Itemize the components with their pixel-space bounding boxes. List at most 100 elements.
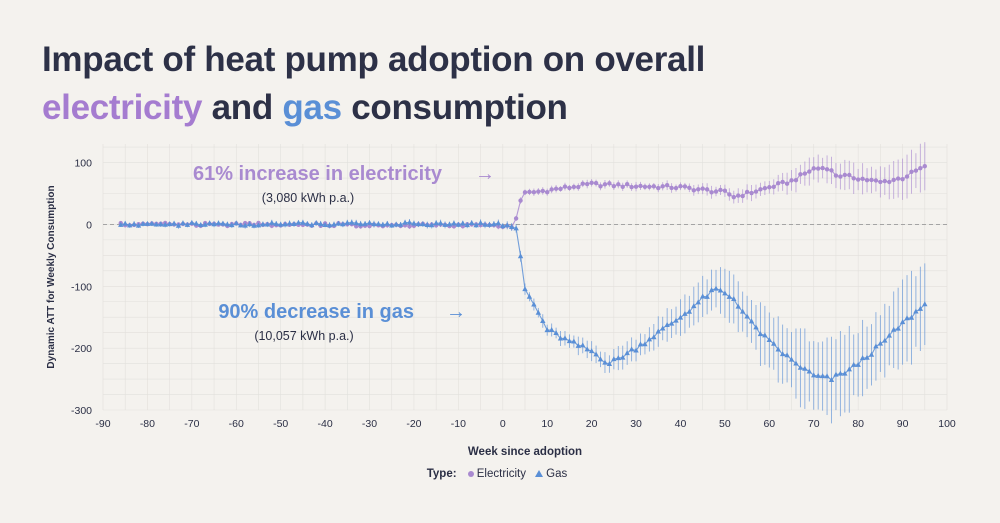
gas-point: [806, 368, 812, 374]
gas-point: [682, 310, 688, 316]
electricity-point: [669, 185, 674, 191]
gas-point: [655, 328, 661, 334]
gas-point: [180, 220, 186, 226]
electricity-point: [562, 184, 568, 189]
gas-point: [402, 219, 408, 225]
annotation-electricity-sub: (3,080 kWh p.a.): [262, 191, 354, 205]
title-word-electricity: electricity: [42, 88, 203, 127]
electricity-point: [833, 173, 839, 178]
x-tick-label: -30: [362, 418, 377, 430]
gas-point: [166, 221, 173, 227]
electricity-point: [589, 180, 594, 186]
gas-point: [531, 301, 537, 307]
electricity-point: [815, 166, 821, 171]
gas-point: [793, 360, 799, 366]
gas-point: [753, 324, 759, 330]
gas-point: [215, 220, 222, 226]
gas-point: [704, 293, 710, 299]
gas-point: [233, 220, 239, 226]
x-tick-label: -50: [273, 418, 288, 430]
annotation-electricity-headline: 61% increase in electricity: [193, 163, 443, 185]
gas-point: [135, 222, 142, 228]
gas-point: [224, 221, 231, 227]
x-tick-label: 50: [719, 418, 731, 430]
gas-point: [415, 221, 422, 227]
electricity-point: [851, 176, 856, 181]
electricity-point: [802, 171, 808, 176]
electricity-point: [518, 198, 523, 203]
electricity-point: [873, 178, 879, 183]
gas-point: [282, 221, 288, 227]
gas-point: [695, 299, 701, 305]
gas-point: [699, 293, 706, 299]
gas-point: [779, 351, 786, 357]
gas-point: [886, 332, 892, 338]
electricity-point: [727, 192, 732, 197]
gas-point: [535, 309, 542, 315]
y-axis-title: Dynamic ATT for Weekly Consumption: [46, 185, 57, 368]
gas-point: [708, 287, 715, 293]
x-tick-label: 0: [500, 418, 506, 430]
gas-point: [846, 366, 852, 372]
gas-point: [722, 290, 728, 296]
gas-point: [277, 221, 284, 227]
electricity-point: [593, 180, 599, 186]
gas-point: [566, 338, 573, 344]
electricity-point: [656, 185, 661, 191]
electricity-point: [740, 193, 745, 199]
title-line-2: electricity and gas consumption: [42, 84, 705, 132]
gas-point: [913, 308, 919, 314]
electricity-point: [811, 166, 816, 171]
electricity-point: [651, 184, 657, 189]
gas-point: [335, 220, 342, 226]
electricity-point: [624, 181, 630, 187]
gas-point: [833, 371, 839, 377]
gas-point: [371, 221, 377, 227]
electricity-point: [736, 193, 741, 198]
gas-point: [739, 308, 746, 314]
x-tick-label: 100: [938, 418, 956, 430]
electricity-point: [616, 182, 621, 187]
gas-point: [864, 354, 870, 360]
electricity-point: [673, 185, 679, 191]
electricity-point: [798, 172, 803, 177]
gas-point: [513, 225, 519, 231]
electricity-point: [576, 184, 581, 190]
x-tick-label: -60: [229, 418, 244, 430]
gas-point: [553, 329, 559, 335]
electricity-point: [722, 188, 728, 193]
gas-point: [375, 220, 382, 226]
gas-point: [149, 220, 155, 226]
gas-point: [922, 301, 928, 307]
x-tick-label: -40: [318, 418, 333, 430]
gas-point: [295, 219, 302, 225]
gas-point: [508, 223, 515, 229]
gas-point: [637, 341, 644, 347]
gas-point: [762, 332, 768, 338]
gas-point: [668, 320, 675, 326]
gas-point: [575, 342, 582, 348]
electricity-point: [922, 164, 927, 169]
gas-point: [824, 373, 830, 379]
y-tick-label: -300: [71, 405, 92, 417]
gas-point: [322, 221, 328, 227]
electricity-point: [571, 184, 577, 190]
electricity-point: [633, 184, 639, 189]
gas-point: [651, 334, 657, 340]
gas-point: [304, 220, 311, 226]
gas-point: [877, 340, 884, 346]
x-tick-label: 60: [763, 418, 775, 430]
electricity-point: [904, 174, 910, 179]
gas-point: [851, 361, 857, 367]
gas-point: [189, 219, 195, 225]
gas-point: [584, 346, 590, 352]
electricity-point: [602, 182, 608, 187]
gas-point: [628, 346, 635, 352]
gas-point: [140, 220, 146, 226]
gas-point: [504, 222, 510, 228]
annotation-gas-arrow: →: [446, 301, 466, 323]
electricity-point: [887, 179, 892, 185]
gas-point: [317, 221, 324, 227]
electricity-point: [713, 189, 719, 194]
